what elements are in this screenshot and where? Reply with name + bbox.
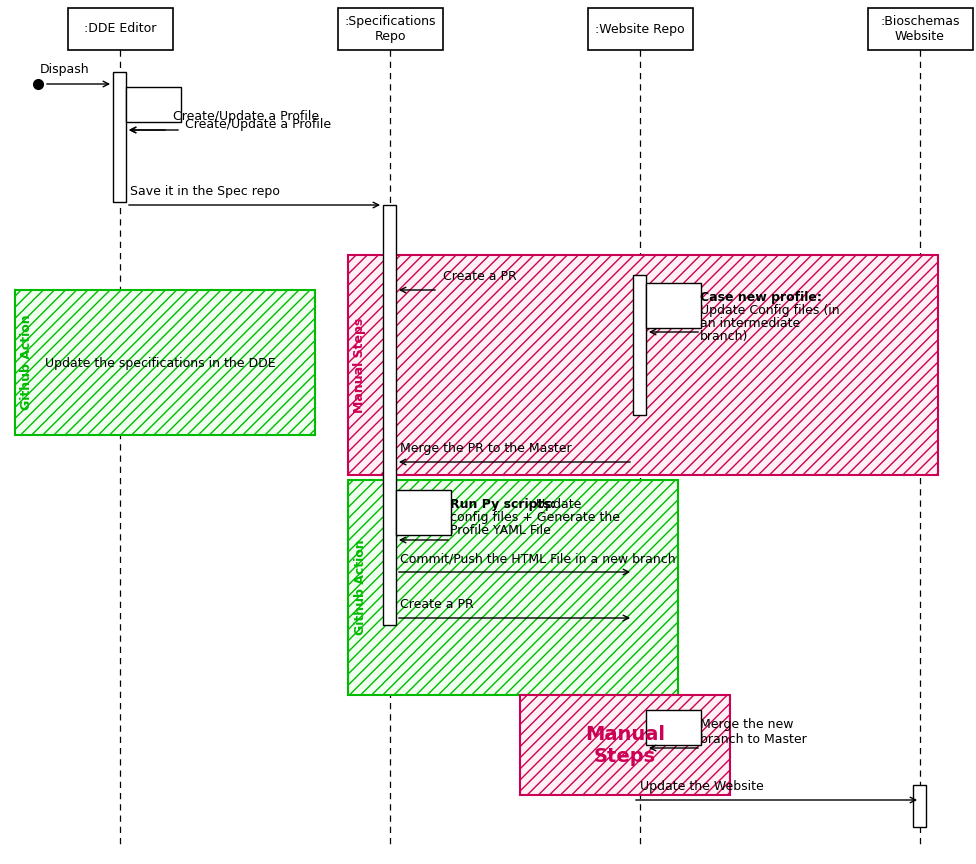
Bar: [646, 710, 701, 745]
Text: :Bioschemas
Website: :Bioschemas Website: [880, 15, 959, 43]
Bar: [126, 87, 181, 122]
Text: :Specifications
Repo: :Specifications Repo: [345, 15, 435, 43]
Text: :Website Repo: :Website Repo: [595, 22, 685, 35]
Text: Update the Website: Update the Website: [640, 780, 764, 793]
Bar: [588, 8, 693, 50]
Bar: [868, 8, 972, 50]
Bar: [348, 255, 938, 475]
Bar: [633, 275, 646, 415]
Text: Profile YAML File: Profile YAML File: [450, 524, 550, 537]
Text: Manual
Steps: Manual Steps: [585, 725, 665, 766]
Text: Save it in the Spec repo: Save it in the Spec repo: [130, 185, 280, 198]
Text: Case new profile:: Case new profile:: [700, 291, 822, 304]
Bar: [383, 205, 396, 625]
Text: Dispash: Dispash: [40, 63, 90, 76]
Text: Github Action: Github Action: [353, 540, 367, 635]
Text: Github Action: Github Action: [20, 314, 33, 410]
Text: Update Config files (in: Update Config files (in: [700, 304, 839, 317]
Text: Create/Update a Profile: Create/Update a Profile: [173, 110, 319, 123]
Text: Merge the PR to the Master: Merge the PR to the Master: [400, 442, 572, 455]
Text: Manual Steps: Manual Steps: [353, 317, 367, 413]
Text: Run Py scripts:: Run Py scripts:: [450, 498, 555, 511]
Bar: [348, 480, 678, 695]
Text: Create a PR: Create a PR: [400, 598, 473, 611]
Text: an intermediate: an intermediate: [700, 317, 800, 330]
Text: Create/Update a Profile: Create/Update a Profile: [185, 118, 331, 131]
Text: Merge the new
branch to Master: Merge the new branch to Master: [700, 718, 807, 746]
Text: branch): branch): [700, 330, 749, 343]
Text: config files + Generate the: config files + Generate the: [450, 511, 620, 524]
Text: Update the specifications in the DDE: Update the specifications in the DDE: [45, 357, 275, 370]
Text: Update: Update: [533, 498, 582, 511]
Bar: [646, 283, 701, 328]
Bar: [396, 490, 451, 535]
Bar: [520, 695, 730, 795]
Bar: [113, 72, 126, 202]
Bar: [338, 8, 442, 50]
Text: :DDE Editor: :DDE Editor: [84, 22, 156, 35]
Bar: [913, 785, 926, 827]
Text: Create a PR: Create a PR: [443, 270, 516, 283]
Text: Commit/Push the HTML File in a new branch: Commit/Push the HTML File in a new branc…: [400, 552, 675, 565]
Bar: [67, 8, 173, 50]
Bar: [15, 290, 315, 435]
